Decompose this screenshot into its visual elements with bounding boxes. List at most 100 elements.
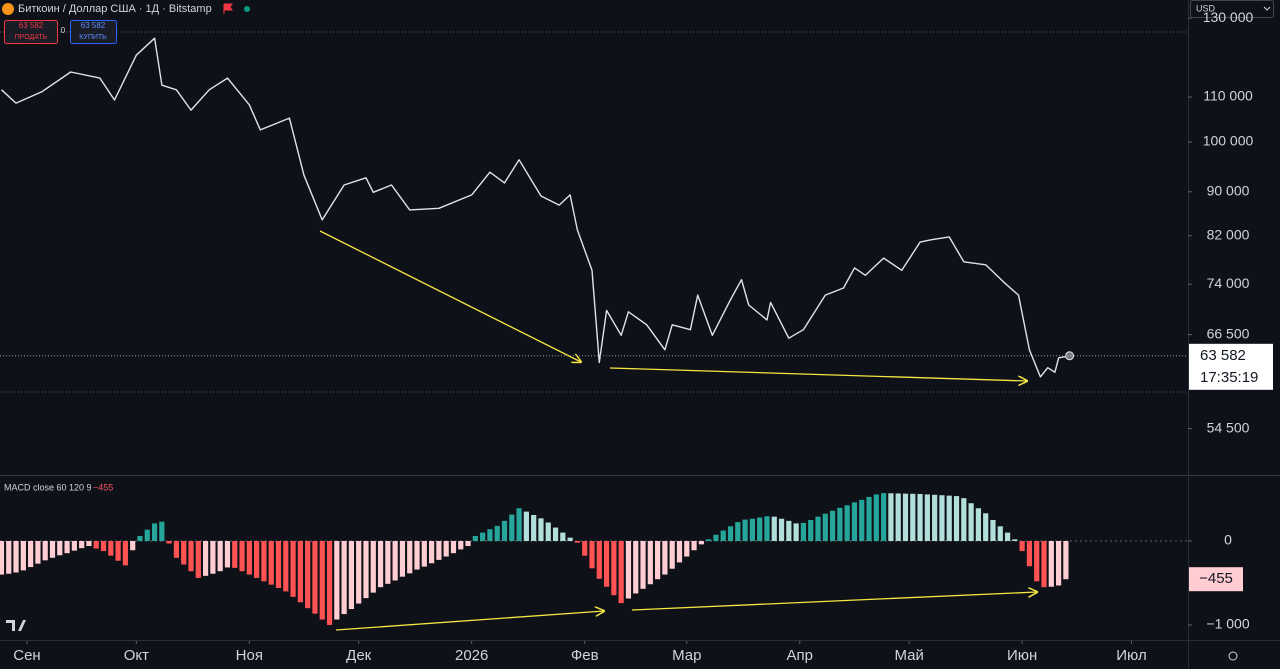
price-tag-label: 63 582	[1200, 347, 1246, 364]
histogram-bar	[727, 526, 734, 541]
price-tag	[1189, 343, 1273, 390]
histogram-bar	[224, 540, 231, 568]
histogram-bar	[509, 514, 515, 541]
status-dot	[244, 6, 250, 12]
histogram-bar	[436, 540, 442, 560]
histogram-bar	[305, 540, 311, 609]
y-tick-label: 90 000	[1207, 182, 1250, 198]
histogram-bar	[1034, 540, 1040, 582]
y-tick-label: 100 000	[1203, 133, 1254, 149]
buy-label: КУПИТЬ	[79, 34, 107, 41]
histogram-bar	[567, 537, 573, 541]
histogram-bar	[326, 540, 333, 625]
histogram-bar	[487, 529, 493, 541]
histogram-bar	[159, 521, 165, 541]
histogram-bar	[1026, 540, 1033, 567]
histogram-bar	[202, 540, 209, 576]
histogram-bar	[217, 540, 223, 572]
indicator-value: −455	[93, 482, 113, 492]
histogram-bar	[800, 522, 807, 541]
histogram-bar	[749, 518, 755, 541]
buy-price: 63 582	[81, 21, 106, 30]
histogram-bar	[377, 540, 384, 588]
histogram-bar	[706, 539, 712, 541]
histogram-bar	[698, 540, 704, 545]
histogram-bar	[961, 498, 967, 541]
histogram-bar	[603, 540, 610, 587]
histogram-bar	[582, 540, 588, 556]
histogram-bar	[173, 540, 180, 558]
histogram-bar	[6, 540, 12, 574]
histogram-bar	[997, 526, 1003, 541]
histogram-bar	[86, 540, 92, 547]
buy-box	[70, 20, 117, 44]
histogram-bar	[611, 540, 617, 596]
histogram-bar	[399, 540, 406, 577]
histogram-bar	[983, 513, 989, 541]
histogram-bar	[1041, 540, 1047, 588]
histogram-bar	[640, 540, 646, 589]
histogram-bar	[181, 540, 187, 565]
histogram-bar	[49, 540, 56, 558]
histogram-bar	[472, 535, 478, 541]
histogram-bar	[531, 514, 537, 541]
histogram-bar	[888, 493, 894, 541]
histogram-bar	[968, 503, 974, 541]
histogram-bar	[859, 499, 865, 541]
histogram-bar	[742, 519, 748, 541]
histogram-bar	[254, 540, 260, 578]
histogram-bar	[757, 517, 763, 541]
settings-icon[interactable]	[1228, 651, 1238, 661]
histogram-bar	[596, 540, 602, 579]
histogram-bar	[79, 540, 85, 549]
histogram-bar	[990, 520, 996, 541]
histogram-bar	[1019, 540, 1025, 552]
histogram-bar	[910, 493, 916, 541]
histogram-bar	[261, 540, 267, 582]
histogram-bar	[815, 516, 821, 541]
histogram-bar	[334, 540, 340, 620]
y-tick-label: 54 500	[1207, 419, 1250, 435]
histogram-bar	[0, 540, 5, 575]
logo	[6, 620, 26, 631]
histogram-bar	[71, 540, 77, 551]
histogram-bar	[808, 520, 814, 541]
currency-box	[1190, 0, 1274, 18]
histogram-bar	[655, 540, 661, 580]
currency-select[interactable]: USD	[1190, 0, 1274, 18]
histogram-bar	[297, 540, 303, 603]
x-tick-label: Фев	[571, 647, 599, 664]
histogram-bar	[647, 540, 653, 585]
x-tick-label: Июн	[1007, 647, 1037, 664]
x-tick-label: Ноя	[236, 647, 263, 664]
x-tick-label: Апр	[787, 647, 813, 664]
x-tick-label: Окт	[124, 647, 149, 664]
x-tick-label: Июл	[1116, 647, 1146, 664]
sell-box	[4, 20, 58, 44]
buy-button[interactable]: 63 582 КУПИТЬ	[70, 20, 117, 44]
histogram-bar	[917, 493, 923, 541]
histogram-bar	[144, 529, 150, 541]
histogram-bar	[137, 535, 143, 541]
histogram-bar	[1012, 539, 1018, 541]
histogram-bar	[122, 540, 128, 566]
histogram-bar	[246, 540, 252, 575]
histogram-bar	[538, 518, 544, 541]
histogram-bar	[589, 540, 595, 569]
histogram-bar	[1048, 540, 1054, 587]
histogram-bar	[130, 540, 136, 551]
value-tag	[1189, 567, 1243, 592]
y-tick-label: 0	[1224, 532, 1232, 548]
flag-icon	[223, 3, 233, 14]
histogram-bar	[975, 508, 981, 541]
histogram-bar	[560, 532, 566, 541]
histogram-bar	[268, 540, 274, 585]
histogram-bar	[1055, 540, 1062, 586]
histogram-bar	[239, 540, 245, 572]
histogram-bar	[939, 495, 945, 541]
histogram-bar	[370, 540, 376, 593]
histogram-bar	[625, 540, 632, 599]
sell-button[interactable]: 63 582 ПРОДАТЬ	[4, 20, 58, 44]
histogram-bar	[100, 540, 107, 552]
histogram-bar	[458, 540, 464, 550]
